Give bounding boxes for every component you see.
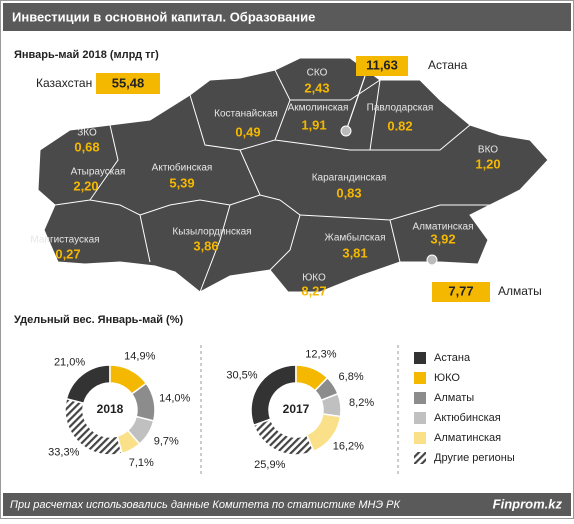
region-name: ЮКО <box>302 273 326 284</box>
section-title: Удельный вес. Январь-май (%) <box>14 314 183 326</box>
donut-title: 2017 <box>283 402 310 416</box>
header-bar <box>3 3 571 31</box>
value-label: 12,3% <box>305 348 336 360</box>
footer-note: При расчетах использовались данные Комит… <box>10 499 400 511</box>
value-label: 25,9% <box>254 459 285 471</box>
region-name: Атырауская <box>71 167 126 178</box>
almaty-dot <box>426 254 438 266</box>
legend-label: Астана <box>434 352 471 364</box>
region-value: 0,49 <box>235 124 260 139</box>
region-name: Алматинская <box>413 222 474 233</box>
total-label: Казахстан <box>36 76 92 90</box>
region-name: Мангистауская <box>30 235 99 246</box>
astana-dot <box>340 125 352 137</box>
almaty-box <box>432 282 490 302</box>
legend-label: Алматинская <box>434 432 501 444</box>
region-value: 2,43 <box>304 80 329 95</box>
legend-swatch <box>414 432 426 444</box>
region-name: Костанайская <box>214 109 278 120</box>
region-value: 0.82 <box>387 118 412 133</box>
legend-swatch <box>414 352 426 364</box>
region-value: 5,39 <box>169 175 194 190</box>
value-label: 14,9% <box>124 350 155 362</box>
map-outline <box>37 57 549 293</box>
value-label: 30,5% <box>226 369 257 381</box>
legend-swatch <box>414 392 426 404</box>
region-value: 0,68 <box>74 139 99 154</box>
region-name: ВКО <box>478 145 498 156</box>
value-label: 33,3% <box>48 447 79 459</box>
legend-swatch <box>414 452 426 464</box>
legend-swatch <box>414 412 426 424</box>
astana-pointer <box>345 75 366 132</box>
astana-box <box>356 56 408 76</box>
region-value: 2,20 <box>73 178 98 193</box>
value-label: 7,1% <box>129 457 154 469</box>
value-label: 21,0% <box>54 356 85 368</box>
region-value: 3,92 <box>430 231 455 246</box>
legend-label: Актюбинская <box>434 412 501 424</box>
donut-segment <box>64 397 123 456</box>
footer-bar <box>3 493 571 516</box>
region-name: Павлодарская <box>367 103 434 114</box>
region-name: Карагандинская <box>312 173 387 184</box>
total-value: 55,48 <box>112 75 145 90</box>
value-label: 6,8% <box>339 371 364 383</box>
region-value: 8,27 <box>301 283 326 298</box>
legend-label: Алматы <box>434 392 474 404</box>
value-label: 8,2% <box>349 397 374 409</box>
title: Инвестиции в основной капитал. Образован… <box>12 9 315 24</box>
region-name: Актюбинская <box>152 162 213 174</box>
legend-label: ЮКО <box>434 372 460 384</box>
region-value: 0,27 <box>55 246 80 261</box>
almaty-value: 7,77 <box>448 283 473 298</box>
region-value: 3,81 <box>342 245 367 260</box>
legend-swatch <box>414 372 426 384</box>
value-label: 14,0% <box>159 392 190 404</box>
legend-label: Другие регионы <box>434 452 515 464</box>
value-label: 9,7% <box>154 435 179 447</box>
region-value: 3,86 <box>193 238 218 253</box>
value-label: 16,2% <box>333 440 364 452</box>
donut-title: 2018 <box>97 402 124 416</box>
region-value: 0,83 <box>336 185 361 200</box>
astana-value: 11,63 <box>366 57 398 72</box>
astana-label: Астана <box>428 58 468 72</box>
region-name: Кызылординская <box>172 227 251 238</box>
region-name: ЗКО <box>77 128 97 139</box>
brand: Finprom.kz <box>493 496 563 511</box>
region-name: СКО <box>307 68 328 79</box>
map-subtitle: Январь-май 2018 (млрд тг) <box>14 49 159 61</box>
region-name: Акмолинская <box>288 103 349 114</box>
region-borders <box>54 69 490 293</box>
total-box <box>96 73 160 94</box>
region-value: 1,91 <box>301 117 326 132</box>
donut-segment <box>252 418 315 456</box>
region-name: Жамбылская <box>325 232 386 244</box>
almaty-label: Алматы <box>498 284 542 298</box>
region-value: 1,20 <box>475 156 500 171</box>
